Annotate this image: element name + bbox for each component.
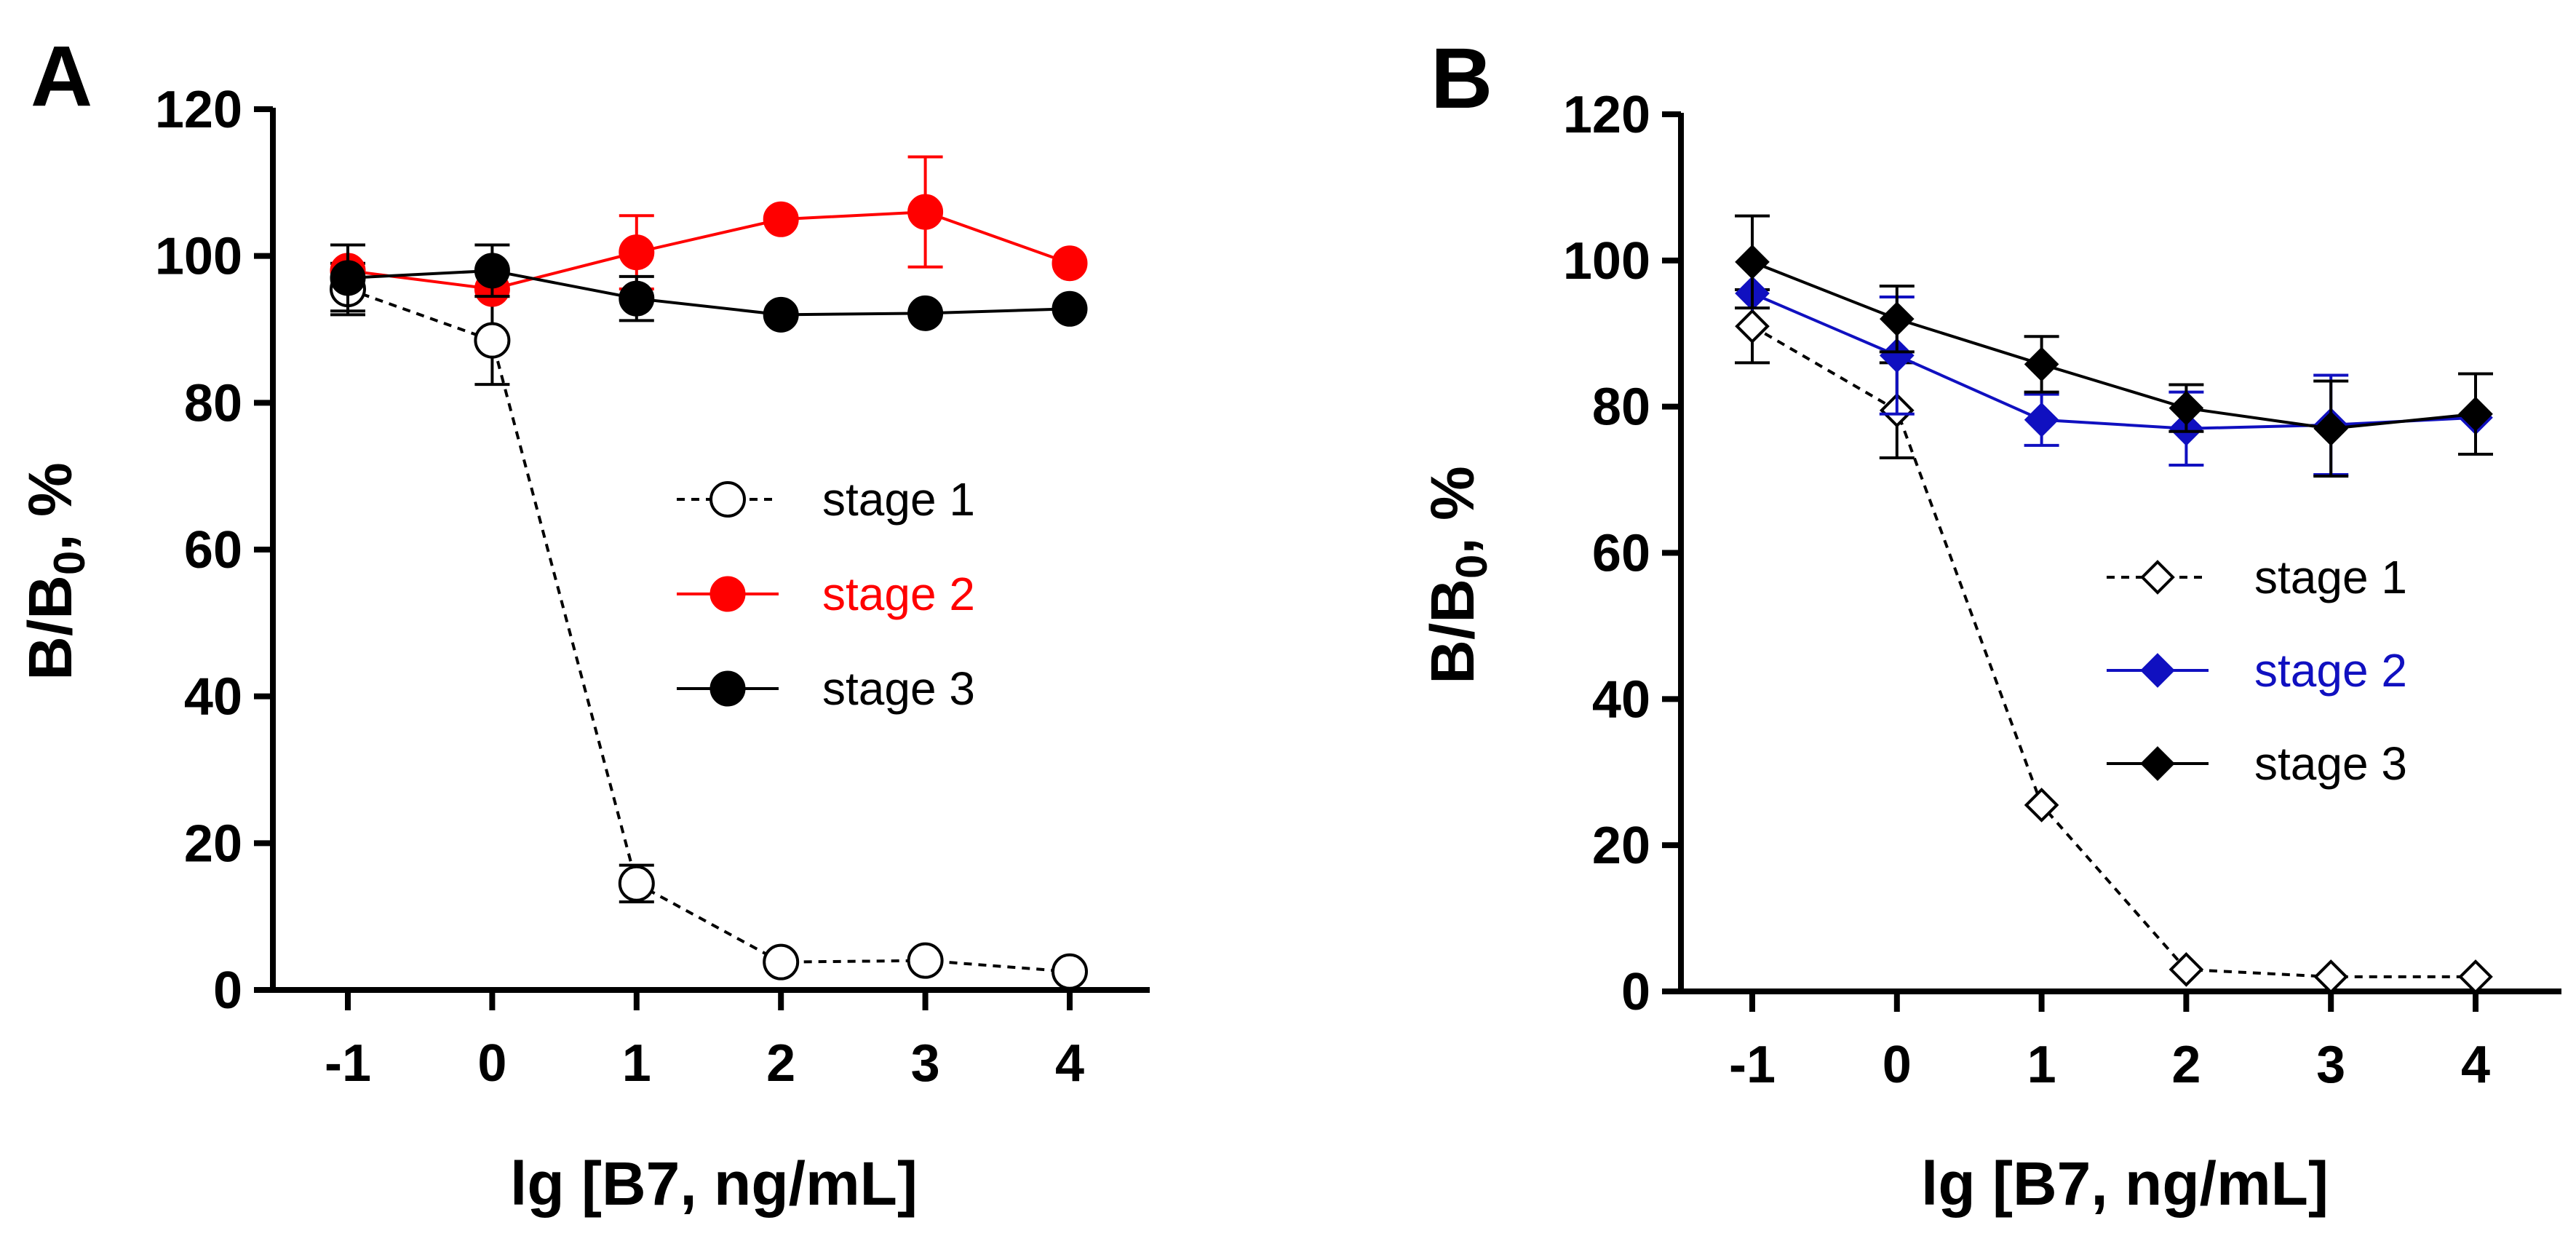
panel-b-series-3-point <box>2458 396 2493 432</box>
panel-a-series-2-line <box>347 210 1070 291</box>
panel-b-series-3-point <box>2313 411 2349 446</box>
panel-a-legend-marker-2 <box>709 576 746 612</box>
panel-b-x-tick-label: 3 <box>2316 1036 2345 1094</box>
panel-a-legend-label-3: stage 3 <box>822 662 975 715</box>
panel-a-series-3-point <box>619 280 655 317</box>
panel-a-series-2 <box>330 155 1088 307</box>
panel-a-series-2-point <box>619 234 655 271</box>
panel-a: A 0 20 40 60 80 100 120 -1 0 1 2 3 4 stage 1 stage 2 st… <box>16 28 1150 1218</box>
panel-b: B 0 20 40 60 80 100 120 -1 0 1 2 3 4 stage 1 stage 2 st… <box>1418 31 2561 1218</box>
panel-b-y-tick-label: 100 <box>1563 232 1650 290</box>
panel-b-y-axis-title: B/B0, % <box>1418 466 1496 684</box>
panel-b-series-1-point <box>2024 788 2059 823</box>
panel-b-legend-marker-2 <box>2140 653 2175 688</box>
panel-b-label: B <box>1431 31 1492 127</box>
panel-b-series-3 <box>1735 214 2493 478</box>
panel-a-plot: 0 20 40 60 80 100 120 -1 0 1 2 3 4 stage 1 stage 2 stag… <box>155 81 1150 1093</box>
panel-a-series-2-point <box>763 201 799 237</box>
panel-a-y-tick-label: 40 <box>184 668 242 726</box>
panel-a-x-tick-label: 2 <box>766 1034 795 1093</box>
panel-b-legend-marker-3 <box>2140 746 2175 781</box>
panel-b-y-tick-label: 20 <box>1592 817 1650 875</box>
panel-b-series-1-point <box>2458 959 2493 994</box>
panel-b-y-tick-label: 40 <box>1592 670 1650 729</box>
panel-a-series-2-point <box>907 194 944 230</box>
panel-b-x-tick-label: 2 <box>2171 1036 2201 1094</box>
panel-b-x-tick-label: -1 <box>1729 1036 1776 1094</box>
panel-b-y-tick-label: 60 <box>1592 525 1650 583</box>
panel-b-series-1-point <box>2313 959 2349 994</box>
panel-a-y-tick-label: 20 <box>184 815 242 873</box>
panel-b-legend-label-1: stage 1 <box>2254 551 2407 603</box>
panel-a-legend-marker-3 <box>709 670 746 707</box>
panel-a-series-2-point <box>1052 245 1088 282</box>
panel-b-plot: 0 20 40 60 80 100 120 -1 0 1 2 3 4 stage 1 stage 2 stag… <box>1563 86 2561 1094</box>
panel-b-x-tick-label: 1 <box>2027 1036 2056 1094</box>
panel-b-y-tick-label: 120 <box>1563 86 1650 144</box>
panel-a-series-1 <box>330 261 1088 990</box>
panel-a-series-1-point <box>907 942 944 979</box>
panel-a-y-axis-sub: 0 <box>45 551 94 575</box>
panel-b-y-tick-label: 0 <box>1621 963 1650 1021</box>
panel-a-series-1-point <box>763 943 800 980</box>
panel-a-series-3-point <box>474 253 510 289</box>
panel-a-y-tick-label: 0 <box>213 962 242 1020</box>
panel-b-series-1-point <box>2168 952 2204 987</box>
panel-b-series-3-line <box>1752 260 2476 430</box>
panel-b-series-3-point <box>2024 346 2059 382</box>
panel-a-series-3-point <box>1052 290 1088 327</box>
panel-b-x-tick-label: 0 <box>1883 1036 1912 1094</box>
panel-a-series-3-point <box>763 296 799 333</box>
panel-a-y-tick-label: 80 <box>184 374 242 432</box>
panel-b-x-tick-label: 4 <box>2461 1036 2490 1094</box>
panel-a-series-1-point <box>618 865 655 902</box>
panel-a-x-tick-label: 4 <box>1055 1034 1084 1093</box>
panel-a-y-axis-suffix: , % <box>16 462 84 550</box>
panel-a-series-3-line <box>347 269 1070 317</box>
panel-a-x-axis-title: lg [B7, ng/mL] <box>510 1149 918 1218</box>
panel-b-series-3-point <box>1879 301 1915 336</box>
panel-a-series-1-point <box>474 322 511 359</box>
panel-a-y-tick-label: 100 <box>155 228 242 286</box>
panel-a-y-tick-label: 60 <box>184 521 242 579</box>
panel-a-y-axis-title: B/B0, % <box>16 462 94 680</box>
panel-b-series-1 <box>1735 288 2493 994</box>
panel-a-y-tick-label: 120 <box>155 81 242 139</box>
panel-a-legend-label-1: stage 1 <box>822 473 975 526</box>
panel-b-x-axis-title: lg [B7, ng/mL] <box>1921 1149 2329 1218</box>
panel-a-series-3 <box>330 243 1088 333</box>
panel-b-y-axis-suffix: , % <box>1418 466 1487 554</box>
panel-a-x-tick-label: 0 <box>477 1034 506 1093</box>
panel-a-series-3-point <box>330 260 366 296</box>
panel-b-series-2-line <box>1752 292 2476 430</box>
panel-a-series-1-point <box>1052 953 1088 990</box>
panel-b-series-2-point <box>2024 402 2059 437</box>
panel-b-y-tick-label: 80 <box>1592 379 1650 437</box>
panel-a-label: A <box>31 28 92 124</box>
panel-b-y-axis-sub: 0 <box>1447 555 1496 579</box>
panel-a-x-tick-label: 3 <box>911 1034 940 1093</box>
panel-b-legend-label-2: stage 2 <box>2254 644 2407 697</box>
panel-b-series-2 <box>1735 276 2493 477</box>
panel-b-series-1-line <box>1751 325 2476 978</box>
panel-b-series-3-point <box>1735 245 1770 280</box>
panel-a-legend-marker-1 <box>709 481 746 518</box>
panel-b-y-axis-main: B/B <box>1418 579 1487 684</box>
panel-a-series-3-point <box>907 295 944 331</box>
panel-b-series-3-point <box>2168 390 2204 426</box>
panel-b-series-1-point <box>1735 309 1770 344</box>
panel-a-x-tick-label: 1 <box>622 1034 651 1093</box>
panel-a-x-tick-label: -1 <box>325 1034 371 1093</box>
panel-a-legend-label-2: stage 2 <box>822 568 975 620</box>
panel-b-legend-label-3: stage 3 <box>2254 737 2407 790</box>
panel-a-series-1-line <box>347 288 1070 973</box>
panel-a-y-axis-main: B/B <box>16 575 84 681</box>
panel-b-legend-marker-1 <box>2140 560 2175 595</box>
